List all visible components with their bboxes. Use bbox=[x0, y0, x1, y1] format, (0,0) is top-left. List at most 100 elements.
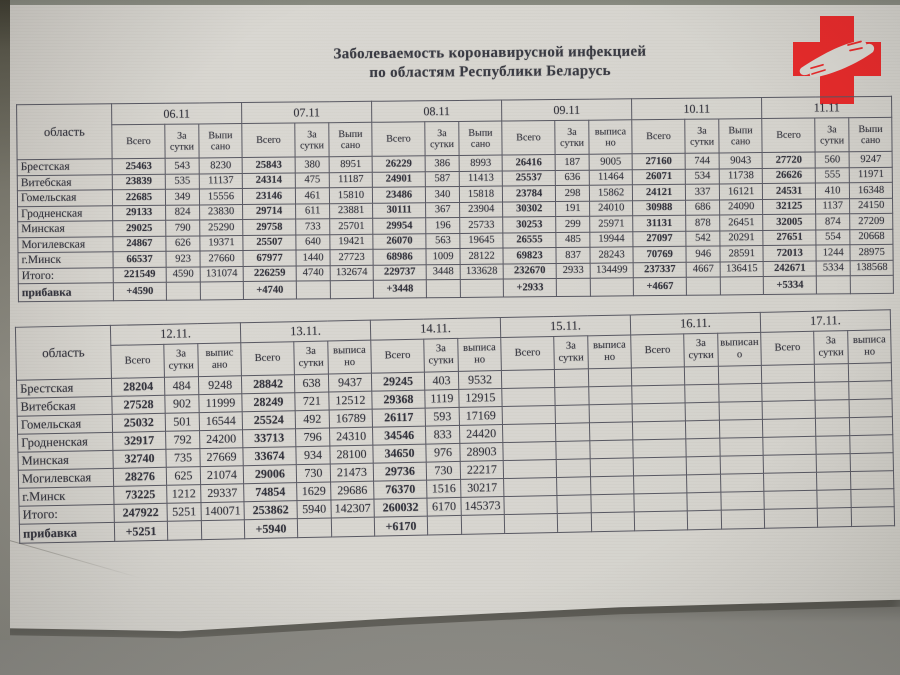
value-cell bbox=[686, 492, 722, 511]
subcolumn-header: За сутки bbox=[553, 335, 589, 370]
value-cell bbox=[719, 437, 764, 457]
value-cell: 253862 bbox=[243, 500, 298, 520]
value-cell: 26555 bbox=[502, 232, 557, 249]
date-header: 12.11. bbox=[110, 322, 241, 346]
value-cell: 28842 bbox=[241, 374, 295, 394]
region-label: Гродненская bbox=[17, 205, 113, 222]
subcolumn-header: Выпи сано bbox=[328, 122, 373, 157]
value-cell bbox=[761, 382, 816, 402]
value-cell: 34650 bbox=[372, 444, 427, 464]
value-cell bbox=[632, 438, 687, 458]
value-cell: 563 bbox=[425, 232, 461, 249]
value-cell: 475 bbox=[295, 172, 330, 189]
corner-header: область bbox=[16, 103, 113, 160]
value-cell bbox=[850, 275, 894, 294]
value-cell bbox=[633, 492, 688, 512]
value-cell: 543 bbox=[165, 157, 200, 174]
value-cell bbox=[200, 281, 244, 300]
value-cell: 9005 bbox=[589, 153, 633, 170]
value-cell bbox=[686, 474, 721, 493]
value-cell bbox=[555, 440, 591, 460]
value-cell: 12915 bbox=[458, 388, 503, 408]
value-cell bbox=[684, 366, 719, 385]
value-cell: 67977 bbox=[243, 250, 297, 267]
value-cell bbox=[718, 383, 763, 403]
value-cell: 492 bbox=[295, 410, 330, 429]
value-cell: 15556 bbox=[199, 188, 243, 205]
value-cell: 72013 bbox=[763, 245, 817, 262]
value-cell: 837 bbox=[556, 247, 591, 264]
value-cell: +2933 bbox=[503, 278, 557, 298]
value-cell: 16348 bbox=[849, 182, 893, 199]
value-cell bbox=[589, 403, 633, 423]
value-cell: 23881 bbox=[329, 202, 373, 219]
value-cell: 134499 bbox=[590, 262, 634, 279]
subcolumn-header: За сутки bbox=[423, 338, 459, 373]
value-cell: 593 bbox=[425, 407, 460, 427]
value-cell: 23839 bbox=[112, 173, 166, 190]
value-cell: 142307 bbox=[330, 499, 375, 519]
value-cell bbox=[720, 491, 765, 511]
value-cell: 299 bbox=[555, 216, 590, 233]
region-label: прибавка bbox=[19, 522, 115, 544]
value-cell: 26451 bbox=[719, 214, 763, 231]
stats-table-nov-12-17: область 12.11. 13.11. 14.11. 15.11. 16.11. 17.… bbox=[15, 309, 895, 544]
value-cell: 27669 bbox=[199, 447, 244, 467]
value-cell: 11464 bbox=[589, 169, 633, 186]
value-cell: 27209 bbox=[849, 213, 893, 230]
value-cell: 73225 bbox=[113, 485, 167, 505]
value-cell bbox=[502, 441, 557, 461]
subcolumn-header: Всего bbox=[630, 333, 685, 368]
value-cell: 874 bbox=[815, 213, 850, 230]
value-cell: 23146 bbox=[242, 188, 296, 205]
value-cell: 721 bbox=[294, 392, 330, 411]
region-label: Гомельская bbox=[17, 189, 113, 207]
value-cell bbox=[590, 277, 634, 297]
value-cell bbox=[331, 517, 375, 537]
value-cell: 69823 bbox=[503, 247, 557, 264]
value-cell bbox=[504, 513, 558, 534]
value-cell bbox=[720, 276, 764, 295]
region-label: Брестская bbox=[16, 378, 112, 399]
value-cell: 24121 bbox=[632, 184, 686, 201]
date-header: 13.11. bbox=[240, 320, 371, 343]
value-cell: 29736 bbox=[373, 462, 427, 482]
value-cell: 133628 bbox=[460, 263, 504, 280]
document-title: Заболеваемость коронавирусной инфекцией … bbox=[210, 42, 770, 85]
value-cell: 140071 bbox=[200, 501, 245, 521]
subcolumn-header: Выпи сано bbox=[848, 117, 893, 152]
value-cell bbox=[761, 364, 815, 384]
value-cell: 12512 bbox=[328, 391, 373, 411]
value-cell: 24314 bbox=[242, 172, 296, 189]
value-cell: 534 bbox=[685, 168, 720, 185]
value-cell: 1516 bbox=[426, 479, 461, 499]
value-cell bbox=[814, 381, 850, 401]
value-cell: 29758 bbox=[242, 219, 296, 236]
value-cell: 2933 bbox=[556, 262, 591, 279]
value-cell bbox=[762, 418, 816, 438]
value-cell: 247922 bbox=[113, 503, 168, 523]
value-cell bbox=[460, 279, 504, 298]
value-cell: 28591 bbox=[720, 245, 764, 262]
subcolumn-header: За сутки bbox=[813, 330, 849, 365]
value-cell: 11413 bbox=[459, 170, 503, 187]
value-cell: 824 bbox=[165, 204, 200, 221]
value-cell: 27160 bbox=[632, 153, 686, 170]
value-cell bbox=[166, 281, 201, 301]
value-cell bbox=[721, 509, 765, 530]
subcolumn-header: За сутки bbox=[164, 123, 200, 159]
stats-table-nov-06-11: область 06.11 07.11 08.11 09.11 10.11 11.11 Все… bbox=[16, 96, 894, 302]
value-cell bbox=[633, 456, 687, 476]
value-cell: 730 bbox=[296, 464, 331, 483]
subcolumn-header: выписа но bbox=[327, 340, 372, 375]
value-cell bbox=[632, 402, 686, 422]
value-cell: 28204 bbox=[111, 377, 165, 397]
value-cell: 8993 bbox=[459, 155, 503, 171]
value-cell: 4740 bbox=[296, 265, 331, 282]
value-cell: 32740 bbox=[112, 449, 167, 469]
value-cell: 1244 bbox=[816, 244, 851, 261]
value-cell: 66537 bbox=[112, 251, 167, 268]
value-cell: 32005 bbox=[762, 214, 816, 231]
value-cell: 26117 bbox=[372, 408, 426, 428]
value-cell bbox=[503, 477, 557, 497]
